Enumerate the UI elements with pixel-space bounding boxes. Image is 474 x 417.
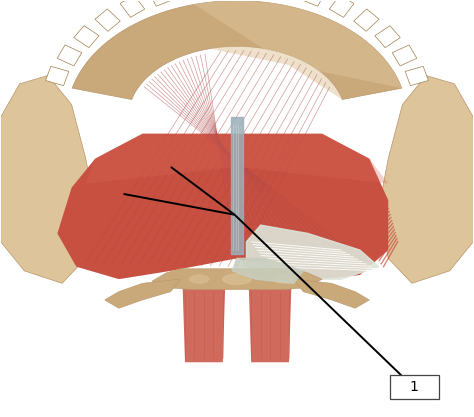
Ellipse shape — [223, 274, 251, 284]
Polygon shape — [0, 75, 95, 283]
Polygon shape — [379, 75, 474, 283]
Polygon shape — [152, 269, 322, 289]
Polygon shape — [405, 66, 428, 85]
Polygon shape — [95, 9, 120, 31]
Polygon shape — [86, 134, 388, 183]
Polygon shape — [232, 259, 303, 283]
Ellipse shape — [275, 275, 294, 283]
Polygon shape — [246, 225, 379, 279]
Text: 1: 1 — [410, 380, 419, 394]
Polygon shape — [231, 117, 243, 254]
Polygon shape — [329, 0, 354, 18]
Polygon shape — [72, 1, 402, 100]
Polygon shape — [194, 1, 402, 100]
Polygon shape — [182, 287, 225, 362]
Polygon shape — [392, 45, 417, 66]
Polygon shape — [375, 26, 400, 48]
Polygon shape — [57, 134, 237, 279]
Polygon shape — [46, 66, 69, 85]
Polygon shape — [302, 0, 328, 6]
Polygon shape — [146, 0, 172, 6]
Polygon shape — [105, 279, 180, 308]
Polygon shape — [74, 26, 99, 48]
Polygon shape — [294, 279, 369, 308]
Polygon shape — [249, 287, 292, 362]
Polygon shape — [57, 45, 82, 66]
Polygon shape — [120, 0, 145, 18]
Ellipse shape — [190, 275, 209, 283]
FancyBboxPatch shape — [390, 375, 439, 399]
Polygon shape — [354, 9, 379, 31]
Polygon shape — [237, 134, 388, 279]
